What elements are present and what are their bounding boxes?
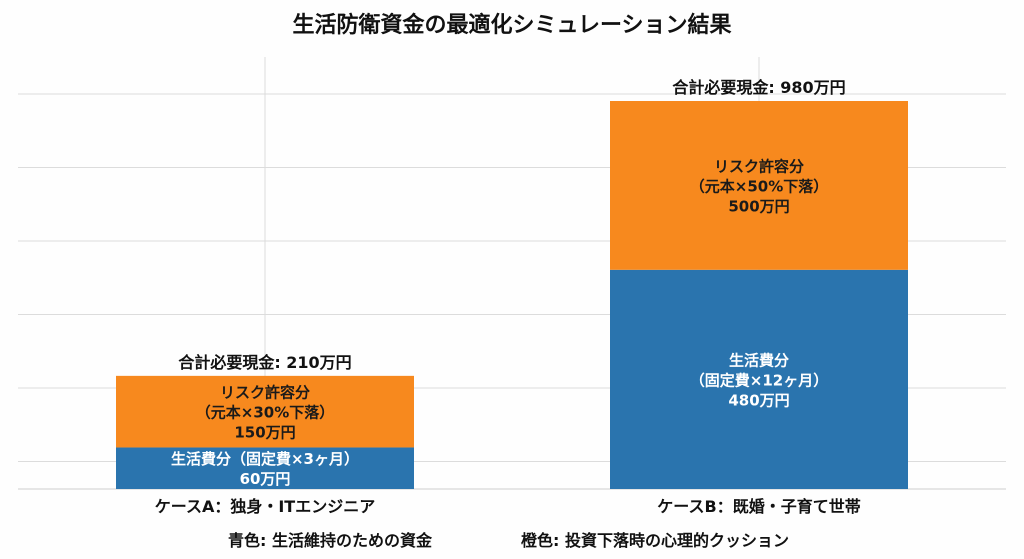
category-label-b: ケースB：既婚・子育て世帯 <box>657 497 860 516</box>
bar-segment-living <box>116 447 414 489</box>
total-label: 合計必要現金: 980万円 <box>672 78 845 97</box>
bars: 生活費分（固定費×3ヶ月） 60万円 リスク許容分 （元本×30%下落） 150万円 合計… <box>116 78 908 489</box>
segment-label: 60万円 <box>240 470 291 488</box>
segment-label: 生活費分 <box>729 351 789 369</box>
segment-label: リスク許容分 <box>220 384 310 402</box>
bar-segment-risk <box>610 101 908 270</box>
segment-label: 生活費分（固定費×3ヶ月） <box>171 450 359 468</box>
segment-label: 480万円 <box>728 391 789 409</box>
segment-label: （元本×50%下落） <box>690 177 828 195</box>
category-label-a: ケースA：独身・ITエンジニア <box>155 497 375 516</box>
bar-segment-risk <box>116 375 414 448</box>
segment-label: リスク許容分 <box>714 157 804 175</box>
segment-label: （元本×30%下落） <box>196 404 334 422</box>
segment-label: （固定費×12ヶ月） <box>690 371 828 389</box>
chart-title: 生活防衛資金の最適化シミュレーション結果 <box>292 12 731 38</box>
total-label: 合計必要現金: 210万円 <box>178 353 351 372</box>
segment-label: 500万円 <box>728 197 789 215</box>
legend-note-blue: 青色: 生活維持のための資金 <box>228 531 433 550</box>
segment-label: 150万円 <box>234 424 295 442</box>
legend-note-orange: 橙色: 投資下落時の心理的クッション <box>521 531 789 550</box>
bar-segment-living <box>610 269 908 489</box>
